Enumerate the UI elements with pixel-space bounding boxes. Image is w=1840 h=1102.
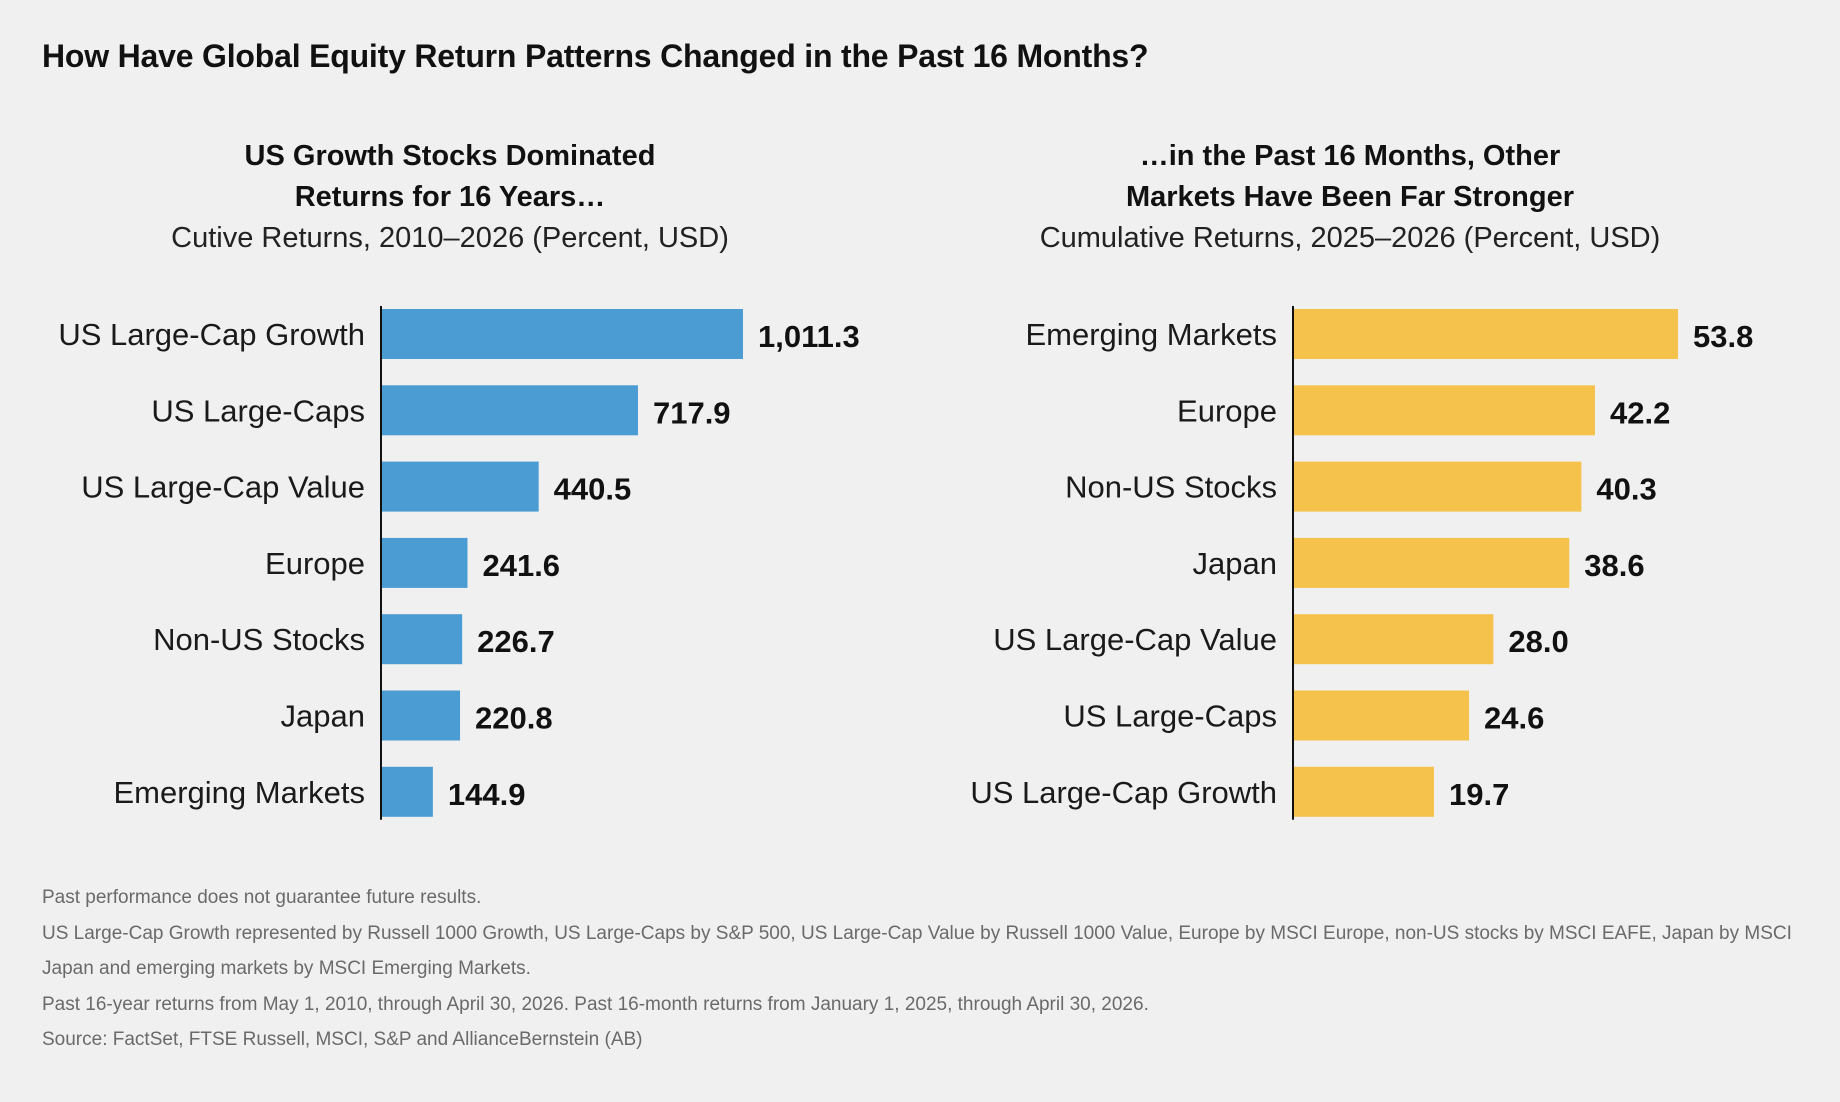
left-value-label-0: 1,011.3: [758, 319, 860, 354]
left-value-label-3: 241.6: [482, 548, 560, 583]
left-category-label-4: Non-US Stocks: [153, 622, 365, 657]
right-bar-0: [1293, 309, 1678, 359]
right-category-label-1: Europe: [1177, 393, 1277, 428]
left-value-label-2: 440.5: [554, 472, 632, 507]
left-bar-2: [381, 461, 539, 512]
footnote-disclaimer: Past performance does not guarantee futu…: [42, 887, 482, 908]
left-category-label-5: Japan: [281, 699, 365, 734]
left-bar-1: [381, 385, 638, 436]
right-value-label-5: 24.6: [1484, 701, 1544, 736]
right-bar-5: [1293, 690, 1470, 741]
right-bar-chart: Emerging Markets 53.8 Europe 42.2 Non-US Sto…: [970, 306, 1753, 820]
right-value-label-6: 19.7: [1449, 777, 1509, 812]
main-title: How Have Global Equity Return Patterns C…: [42, 38, 1149, 74]
left-chart-title-line2: Returns for 16 Years…: [294, 181, 606, 213]
left-chart-subtitle: Cutive Returns, 2010–2026 (Percent, USD): [171, 222, 729, 254]
footnote-periods: Past 16-year returns from May 1, 2010, t…: [42, 993, 1149, 1015]
right-chart-title-line1: …in the Past 16 Months, Other: [1139, 140, 1561, 172]
right-chart-subtitle: Cumulative Returns, 2025–2026 (Percent, …: [1039, 222, 1661, 254]
left-value-label-4: 226.7: [477, 624, 555, 659]
right-category-label-0: Emerging Markets: [1025, 317, 1277, 352]
left-category-label-1: US Large-Caps: [151, 393, 365, 428]
right-bar-3: [1293, 537, 1570, 588]
left-bar-0: [381, 309, 743, 359]
left-bar-4: [381, 614, 463, 665]
footnote-indices: US Large-Cap Growth represented by Russe…: [42, 922, 1792, 980]
right-bar-1: [1293, 385, 1595, 436]
left-category-label-6: Emerging Markets: [113, 775, 365, 810]
right-value-label-0: 53.8: [1693, 319, 1753, 354]
left-bar-chart: US Large-Cap Growth 1,011.3 US Large-Caps 7…: [58, 306, 860, 820]
right-chart-panel: …in the Past 16 Months, Other Markets Ha…: [900, 136, 1800, 836]
right-category-label-4: US Large-Cap Value: [993, 622, 1277, 657]
right-value-label-3: 38.6: [1584, 548, 1644, 583]
right-category-label-5: US Large-Caps: [1063, 699, 1277, 734]
right-value-label-4: 28.0: [1508, 624, 1568, 659]
right-bar-2: [1293, 461, 1582, 512]
footnote-source: Source: FactSet, FTSE Russell, MSCI, S&P…: [42, 1029, 643, 1050]
left-bar-5: [381, 690, 461, 741]
right-value-label-1: 42.2: [1610, 395, 1670, 430]
footnotes: Past performance does not guarantee futu…: [42, 880, 1822, 1058]
left-value-label-6: 144.9: [448, 777, 526, 812]
right-chart-title-line2: Markets Have Been Far Stronger: [1125, 181, 1575, 213]
right-value-label-2: 40.3: [1596, 472, 1656, 507]
left-chart-panel: US Growth Stocks Dominated Returns for 1…: [0, 136, 900, 836]
right-category-label-2: Non-US Stocks: [1065, 470, 1277, 505]
right-category-label-3: Japan: [1193, 546, 1277, 581]
left-chart-title-line1: US Growth Stocks Dominated: [244, 140, 656, 172]
left-bar-6: [381, 766, 433, 817]
right-bar-6: [1293, 766, 1434, 817]
left-category-label-2: US Large-Cap Value: [81, 470, 365, 505]
left-value-label-1: 717.9: [653, 395, 731, 430]
left-category-label-0: US Large-Cap Growth: [58, 317, 365, 352]
right-chart-title: …in the Past 16 Months, Other Markets Ha…: [900, 136, 1800, 218]
right-bar-4: [1293, 614, 1494, 665]
right-category-label-6: US Large-Cap Growth: [970, 775, 1277, 810]
left-category-label-3: Europe: [265, 546, 365, 581]
left-value-label-5: 220.8: [475, 701, 553, 736]
left-bar-3: [381, 537, 468, 588]
left-chart-title: US Growth Stocks Dominated Returns for 1…: [0, 136, 900, 218]
